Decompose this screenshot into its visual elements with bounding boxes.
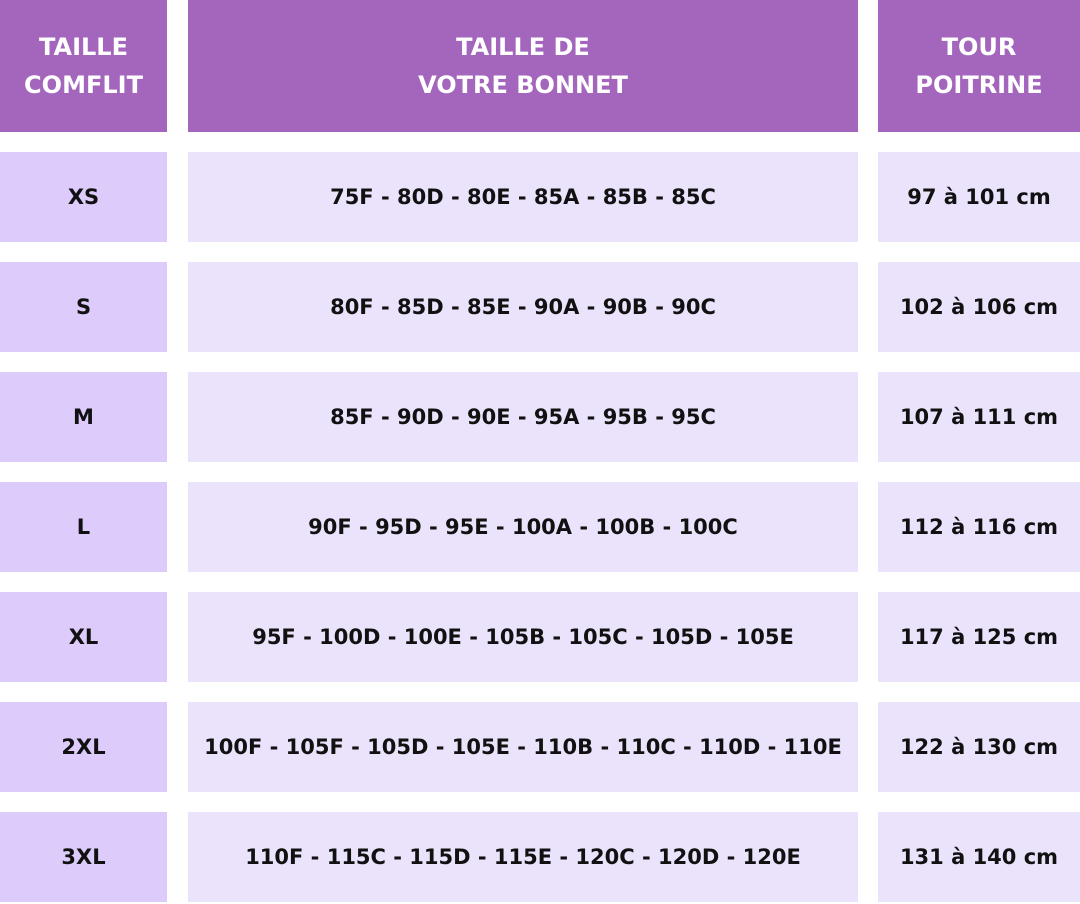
- table-cell: 131 à 140 cm: [878, 812, 1080, 902]
- table-cell: 102 à 106 cm: [878, 262, 1080, 352]
- table-cell: 117 à 125 cm: [878, 592, 1080, 682]
- table-cell: 97 à 101 cm: [878, 152, 1080, 242]
- cell-text: XS: [67, 185, 100, 209]
- table-cell: 112 à 116 cm: [878, 482, 1080, 572]
- header-text: POITRINE: [915, 71, 1043, 99]
- header-cell: TOUR POITRINE: [878, 0, 1080, 132]
- table-cell: XS: [0, 152, 167, 242]
- table-cell: 85F - 90D - 90E - 95A - 95B - 95C: [188, 372, 858, 462]
- header-cell: TAILLE COMFLIT: [0, 0, 167, 132]
- header-text: TAILLE: [39, 33, 128, 61]
- cell-text: 2XL: [61, 735, 106, 759]
- cell-text: 90F - 95D - 95E - 100A - 100B - 100C: [308, 515, 738, 539]
- table-cell: 80F - 85D - 85E - 90A - 90B - 90C: [188, 262, 858, 352]
- cell-text: 95F - 100D - 100E - 105B - 105C - 105D -…: [252, 625, 794, 649]
- cell-text: 102 à 106 cm: [899, 295, 1059, 319]
- table-cell: 122 à 130 cm: [878, 702, 1080, 792]
- header-text: COMFLIT: [24, 71, 143, 99]
- header-text: TOUR: [941, 33, 1017, 61]
- header-text: VOTRE BONNET: [418, 71, 628, 99]
- table-cell: 3XL: [0, 812, 167, 902]
- cell-text: 85F - 90D - 90E - 95A - 95B - 95C: [330, 405, 716, 429]
- cell-text: 80F - 85D - 85E - 90A - 90B - 90C: [330, 295, 716, 319]
- table-cell: L: [0, 482, 167, 572]
- table-cell: XL: [0, 592, 167, 682]
- cell-text: 117 à 125 cm: [899, 625, 1059, 649]
- cell-text: 110F - 115C - 115D - 115E - 120C - 120D …: [245, 845, 801, 869]
- cell-text: XL: [68, 625, 99, 649]
- table-cell: 95F - 100D - 100E - 105B - 105C - 105D -…: [188, 592, 858, 682]
- cell-text: M: [73, 405, 94, 429]
- cell-text: L: [76, 515, 91, 539]
- cell-text: 75F - 80D - 80E - 85A - 85B - 85C: [330, 185, 716, 209]
- cell-text: 122 à 130 cm: [899, 735, 1059, 759]
- cell-text: 107 à 111 cm: [899, 405, 1059, 429]
- table-cell: 2XL: [0, 702, 167, 792]
- table-cell: 100F - 105F - 105D - 105E - 110B - 110C …: [188, 702, 858, 792]
- cell-text: 97 à 101 cm: [907, 185, 1051, 209]
- cell-text: 100F - 105F - 105D - 105E - 110B - 110C …: [204, 735, 842, 759]
- cell-text: 131 à 140 cm: [899, 845, 1059, 869]
- cell-text: S: [75, 295, 92, 319]
- cell-text: 112 à 116 cm: [899, 515, 1059, 539]
- table-cell: 110F - 115C - 115D - 115E - 120C - 120D …: [188, 812, 858, 902]
- cell-text: 3XL: [61, 845, 106, 869]
- table-cell: 90F - 95D - 95E - 100A - 100B - 100C: [188, 482, 858, 572]
- header-text: TAILLE DE: [456, 33, 590, 61]
- table-cell: S: [0, 262, 167, 352]
- table-cell: M: [0, 372, 167, 462]
- table-cell: 75F - 80D - 80E - 85A - 85B - 85C: [188, 152, 858, 242]
- table-cell: 107 à 111 cm: [878, 372, 1080, 462]
- header-cell: TAILLE DE VOTRE BONNET: [188, 0, 858, 132]
